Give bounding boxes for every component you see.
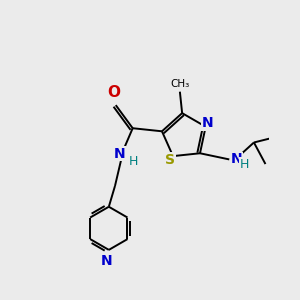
Text: O: O xyxy=(107,85,120,100)
Text: N: N xyxy=(101,254,112,268)
Text: H: H xyxy=(239,158,249,170)
Text: H: H xyxy=(129,155,138,168)
Text: N: N xyxy=(202,116,214,130)
Text: N: N xyxy=(114,147,125,160)
Text: S: S xyxy=(165,153,175,167)
Text: CH₃: CH₃ xyxy=(170,79,190,88)
Text: N: N xyxy=(231,152,242,167)
